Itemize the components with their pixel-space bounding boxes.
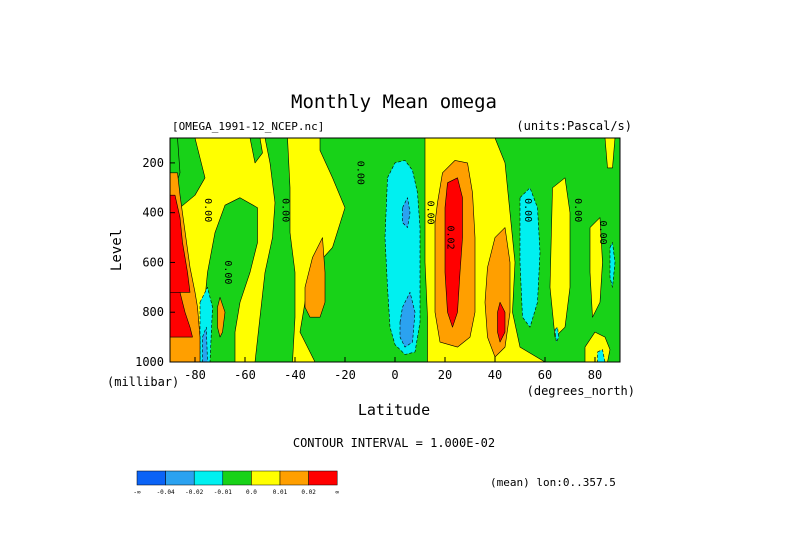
x-axis: -80 -60 -40 -20 0 20 40 60 80 [184, 357, 602, 382]
subtitle-left: [OMEGA_1991-12_NCEP.nc] [172, 120, 324, 133]
colorbar-label-7: ∞ [335, 489, 339, 496]
contour-label-7: 0.00 [572, 198, 583, 222]
y-tick-label-2: 600 [142, 255, 164, 269]
y-tick-label-0: 200 [142, 156, 164, 170]
contour-region-neg2-19 [399, 291, 416, 348]
contour-region-pos1-22 [217, 296, 226, 338]
contour-region-negative-13 [519, 187, 541, 328]
footer-text: (mean) lon:0..357.5 [490, 476, 616, 489]
x-tick-label-5: 20 [438, 368, 452, 382]
x-tick-label-6: 40 [488, 368, 502, 382]
contour-region-positive-8 [589, 217, 603, 318]
colorbar-swatch-3 [222, 470, 252, 486]
x-tick-label-7: 60 [538, 368, 552, 382]
contour-region-negative-17 [554, 326, 560, 343]
contour-region-pos2-29 [170, 291, 193, 338]
contour-label-5: 0.02 [445, 226, 456, 250]
colorbar-label-4: 0.0 [246, 489, 257, 496]
contour-region-pos1-23 [304, 237, 326, 318]
contour-label-1: 0.00 [222, 260, 233, 284]
contour-region-neg2-20 [202, 326, 208, 362]
contour-region-pos2-27 [497, 301, 506, 343]
contour-region-pos2-26 [444, 177, 463, 328]
contour-region-zero-4 [254, 138, 296, 362]
colorbar-label-2: -0.02 [185, 489, 203, 496]
colorbar-swatch-6 [308, 470, 338, 486]
colorbar-swatch-1 [165, 470, 195, 486]
y-tick-label-4: 1000 [135, 355, 164, 369]
x-unit-label: (degrees_north) [527, 384, 635, 398]
contour-region-zero-2 [202, 197, 258, 362]
contour-region-zero-3 [249, 138, 263, 164]
contour-label-8: 0.00 [597, 221, 608, 245]
contour-interval-text: CONTOUR INTERVAL = 1.000E-02 [293, 436, 495, 450]
y-axis: 200 400 600 800 1000 [135, 156, 175, 369]
y-tick-label-1: 400 [142, 206, 164, 220]
colorbar-label-5: 0.01 [273, 489, 288, 496]
y-tick-label-3: 800 [142, 305, 164, 319]
chart-title: Monthly Mean omega [291, 91, 497, 113]
contour-label-6: 0.00 [522, 198, 533, 222]
contour-region-negative-16 [597, 349, 606, 362]
contour-label-layer: 0.00 0.00 0.00 0.00 0.00 0.02 0.00 0.00 0.00 [202, 161, 608, 285]
colorbar: -∞ -0.04 -0.02 -0.01 0.0 0.01 0.02 ∞ [133, 470, 339, 496]
colorbar-swatch-5 [279, 470, 309, 486]
colorbar-label-0: -∞ [133, 489, 141, 496]
x-tick-label-8: 80 [588, 368, 602, 382]
colorbar-swatch-4 [251, 470, 281, 486]
contour-label-0: 0.00 [202, 198, 213, 222]
y-unit-label: (millibar) [107, 375, 179, 389]
contour-region-positive-10 [604, 138, 616, 169]
contour-label-2: 0.00 [280, 198, 291, 222]
x-tick-label-0: -80 [184, 368, 206, 382]
subtitle-right: (units:Pascal/s) [516, 119, 632, 133]
colorbar-label-1: -0.04 [157, 489, 175, 496]
x-tick-label-4: 0 [391, 368, 398, 382]
x-tick-label-3: -20 [334, 368, 356, 382]
x-axis-label: Latitude [358, 401, 430, 419]
colorbar-swatch-2 [193, 470, 224, 486]
colorbar-swatch-0 [136, 470, 166, 486]
contour-label-4: 0.00 [425, 201, 436, 225]
x-tick-label-1: -60 [234, 368, 256, 382]
x-tick-label-2: -40 [284, 368, 306, 382]
contour-label-3: 0.00 [355, 161, 366, 185]
contour-region-negative-15 [609, 242, 616, 288]
contour-region-neg2-18 [402, 197, 411, 228]
contour-fill-layer [170, 138, 620, 362]
colorbar-label-3: -0.01 [214, 489, 232, 496]
y-axis-label: Level [109, 229, 125, 271]
contour-region-positive-7 [549, 177, 571, 338]
colorbar-label-6: 0.02 [301, 489, 316, 496]
